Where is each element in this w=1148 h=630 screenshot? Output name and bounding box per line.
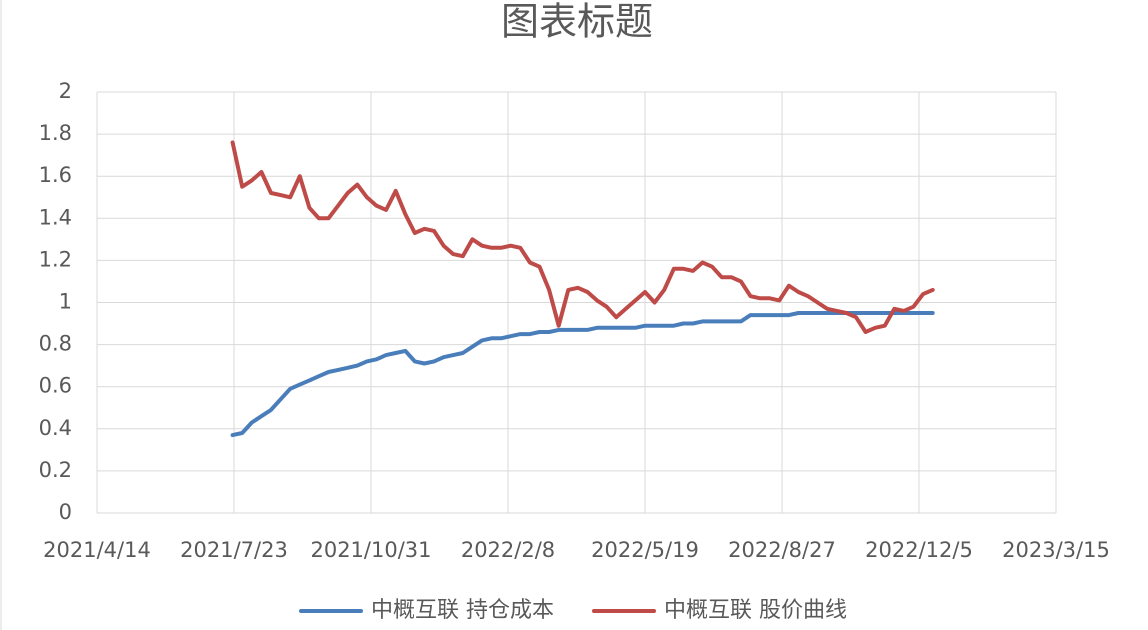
y-tick-label: 0.8 <box>39 332 72 356</box>
y-tick-label: 0.6 <box>39 374 72 398</box>
x-tick-label: 2021/10/31 <box>310 538 431 562</box>
legend-label: 中概互联 股价曲线 <box>664 598 847 623</box>
x-tick-label: 2021/4/14 <box>43 538 151 562</box>
x-tick-label: 2022/12/5 <box>865 538 973 562</box>
y-tick-label: 0 <box>59 500 72 524</box>
y-tick-label: 1.2 <box>39 247 72 271</box>
y-tick-label: 2 <box>59 79 72 103</box>
x-tick-label: 2022/8/27 <box>728 538 836 562</box>
y-tick-label: 0.4 <box>39 416 72 440</box>
chart-title: 图表标题 <box>501 0 653 44</box>
x-tick-label: 2023/3/15 <box>1002 538 1110 562</box>
y-tick-label: 0.2 <box>39 458 72 482</box>
x-tick-label: 2022/5/19 <box>591 538 699 562</box>
data-line <box>230 140 935 334</box>
y-tick-label: 1.6 <box>39 163 72 187</box>
data-line <box>230 311 935 438</box>
legend-label: 中概互联 持仓成本 <box>371 598 554 623</box>
y-tick-label: 1.8 <box>39 121 72 145</box>
y-tick-label: 1.4 <box>39 205 72 229</box>
y-tick-label: 1 <box>59 290 72 314</box>
x-tick-label: 2022/2/8 <box>461 538 555 562</box>
x-tick-label: 2021/7/23 <box>180 538 288 562</box>
